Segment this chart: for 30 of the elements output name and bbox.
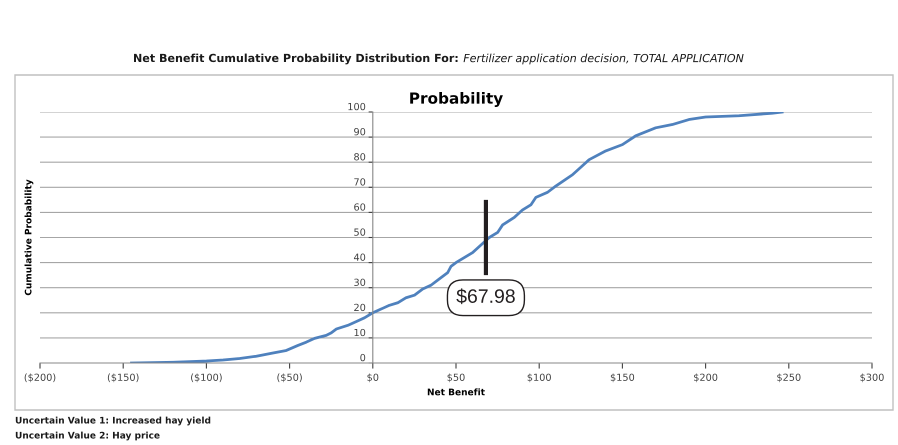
y-tick-label: 0 <box>360 354 366 362</box>
x-tick-label: ($100) <box>191 373 222 382</box>
y-tick-label: 70 <box>354 178 366 186</box>
y-axis-title: Cumulative Probability <box>24 179 34 296</box>
x-tick-label: $100 <box>528 373 551 382</box>
x-tick-label: $150 <box>610 373 634 382</box>
x-axis-title: Net Benefit <box>428 388 485 396</box>
text: Net Benefit Cumulative Probability Distribution For: <box>134 54 458 64</box>
x-tick-label: $0 <box>367 373 378 382</box>
text: Uncertain Value 1: Increased hay yield <box>16 416 210 426</box>
y-tick-label: 20 <box>354 304 366 312</box>
x-tick-label: ($150) <box>108 373 139 382</box>
x-tick-label: $250 <box>777 373 801 382</box>
x-tick-label: ($200) <box>24 373 56 382</box>
x-tick-label: $300 <box>860 373 884 382</box>
y-tick-label: 60 <box>354 203 366 211</box>
chart-title: Probability <box>410 92 503 107</box>
y-tick-label: 100 <box>348 102 366 110</box>
ref-line-label: $67.98 <box>456 288 515 304</box>
text: Fertilizer application decision, TOTAL APPLICATION <box>464 54 744 64</box>
y-tick-label: 10 <box>354 328 366 336</box>
y-tick-label: 30 <box>354 278 366 286</box>
x-tick-label: $200 <box>694 373 718 382</box>
y-tick-label: 80 <box>354 153 366 160</box>
y-tick-label: 40 <box>354 254 366 261</box>
x-tick-label: $50 <box>448 373 465 382</box>
x-tick-label: ($50) <box>277 373 302 382</box>
y-tick-label: 50 <box>354 228 366 236</box>
y-tick-label: 90 <box>354 128 366 136</box>
text: Uncertain Value 2: Hay price <box>16 432 160 440</box>
